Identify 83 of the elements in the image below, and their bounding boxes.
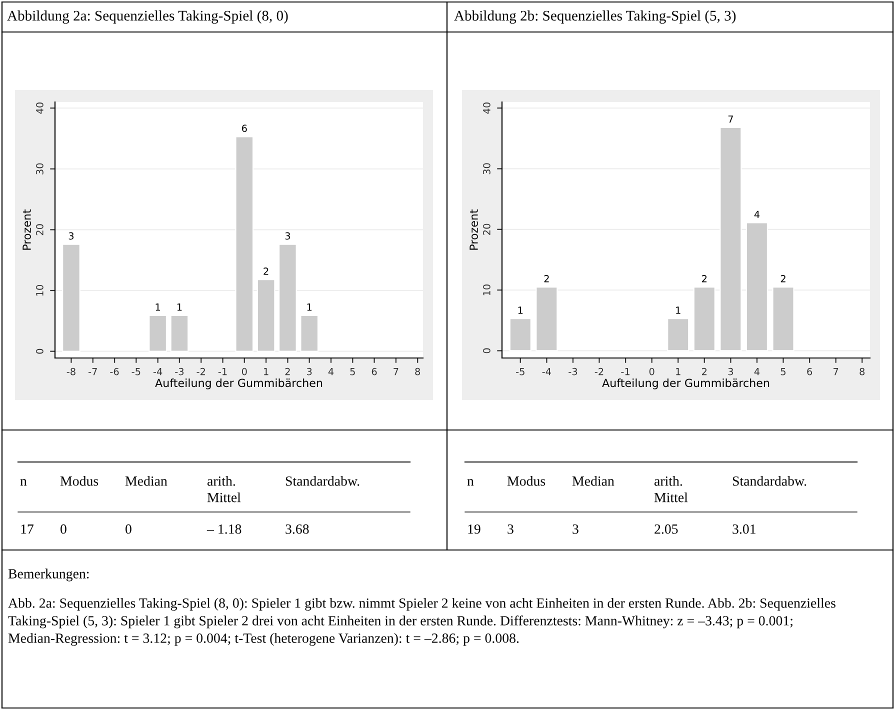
x-tick-label: -5: [516, 368, 524, 376]
x-tick-label: 7: [834, 368, 838, 376]
y-axis-title: Prozent: [22, 209, 31, 250]
text: 3.01: [732, 524, 756, 534]
x-tick-label: -2: [196, 368, 205, 376]
x-tick-label: 4: [328, 368, 334, 376]
annotation: 7: [728, 116, 733, 123]
y-tick-label: 30: [36, 163, 44, 174]
y-tick-label: 30: [483, 163, 490, 174]
y-tick-label: 0: [483, 348, 490, 354]
text: Standardabw.: [732, 476, 806, 486]
annotation: 2: [780, 275, 786, 282]
text: 17: [21, 524, 34, 534]
y-tick-label: 20: [36, 224, 44, 236]
x-tick-label: 3: [307, 368, 312, 376]
x-tick-label: -1: [621, 368, 630, 376]
caption: Abb. 2a: Sequenzielles Taking-Spiel (8, 0): Spieler 1 gibt bzw. nimmt Spieler 2 keine von acht Einheiten in der ersten Runde. Abb. 2b: Sequenzielles Taking-Spiel (5, 3): Spieler 1 gibt Spieler 2 drei von acht Einheiten in der ersten Runde. Differenztests: Mann-Whitney: z = –3.43; p = 0.001; Median-Regression: t = 3.12; p = 0.004; t-Test (heterogene Varianzen): t = –2.86; p = 0.008.: [8, 598, 836, 646]
x-tick-label: 1: [264, 368, 268, 376]
text: 2.05: [654, 524, 678, 534]
x-tick-label: -6: [110, 368, 119, 376]
x-tick-label: 6: [807, 368, 812, 376]
x-tick-label: 2: [285, 368, 290, 376]
x-tick-label: 3: [728, 368, 733, 376]
x-tick-label: -3: [568, 368, 578, 376]
annotation: 1: [518, 306, 523, 314]
x-axis-title: Aufteilung der Gummibärchen: [155, 378, 322, 390]
annotation: 4: [754, 210, 760, 218]
x-tick-label: 4: [754, 368, 760, 376]
text: 3.68: [286, 524, 309, 534]
text: 0: [126, 524, 132, 534]
text: 3: [508, 524, 514, 534]
y-axis-title: Prozent: [470, 209, 478, 250]
x-tick-label: -7: [88, 368, 97, 376]
y-tick-label: 0: [36, 348, 44, 354]
y-tick-label: 10: [36, 284, 44, 296]
annotation: 1: [156, 304, 160, 311]
annotation: 2: [544, 275, 549, 282]
x-tick-label: 1: [676, 368, 680, 376]
text: 3: [572, 524, 578, 534]
chart-title: Abbildung 2b: Sequenzielles Taking-Spiel (5, 3): [454, 10, 736, 24]
text: 19: [468, 524, 480, 534]
annotation: 1: [177, 304, 182, 311]
chart-title: Abbildung 2a: Sequenzielles Taking-Spiel (8, 0): [7, 10, 288, 24]
text: 0: [60, 524, 66, 534]
x-axis-title: Aufteilung der Gummibärchen: [602, 378, 770, 390]
text: Bemerkungen:: [8, 568, 89, 582]
annotation: 2: [702, 275, 707, 282]
x-tick-label: -8: [66, 368, 76, 376]
text: – 1.18: [206, 524, 242, 534]
x-tick-label: 0: [649, 368, 654, 376]
annotation: 3: [285, 232, 290, 240]
x-tick-label: -3: [175, 368, 184, 376]
text: Standardabw.: [286, 476, 360, 486]
text: arith. Mittel: [207, 476, 241, 502]
x-tick-label: 6: [372, 368, 377, 376]
x-tick-label: -1: [218, 368, 227, 376]
text: Modus: [60, 476, 98, 486]
x-tick-label: -4: [542, 368, 551, 376]
x-tick-label: 8: [415, 368, 420, 376]
x-tick-label: 2: [702, 368, 707, 376]
annotation: 1: [307, 304, 312, 311]
annotation: 1: [676, 306, 680, 314]
y-tick-label: 20: [483, 224, 490, 235]
x-tick-label: 0: [242, 368, 247, 376]
text: Median: [572, 476, 614, 486]
text: arith. Mittel: [654, 476, 688, 502]
x-tick-label: 7: [394, 368, 398, 376]
annotation: 6: [242, 124, 247, 132]
text: n: [20, 479, 27, 486]
x-tick-label: 8: [860, 368, 865, 376]
y-tick-label: 10: [483, 284, 490, 296]
x-tick-label: 5: [350, 368, 355, 376]
x-tick-label: -4: [153, 368, 162, 376]
annotation: 2: [264, 268, 268, 275]
x-tick-label: 5: [780, 368, 786, 376]
text: n: [467, 479, 474, 486]
text: Median: [125, 476, 168, 486]
x-tick-label: -2: [594, 368, 604, 376]
y-tick-label: 40: [483, 102, 490, 114]
annotation: 3: [68, 232, 74, 240]
y-tick-label: 40: [36, 102, 44, 114]
text: Modus: [507, 476, 546, 486]
x-tick-label: -5: [132, 368, 140, 376]
